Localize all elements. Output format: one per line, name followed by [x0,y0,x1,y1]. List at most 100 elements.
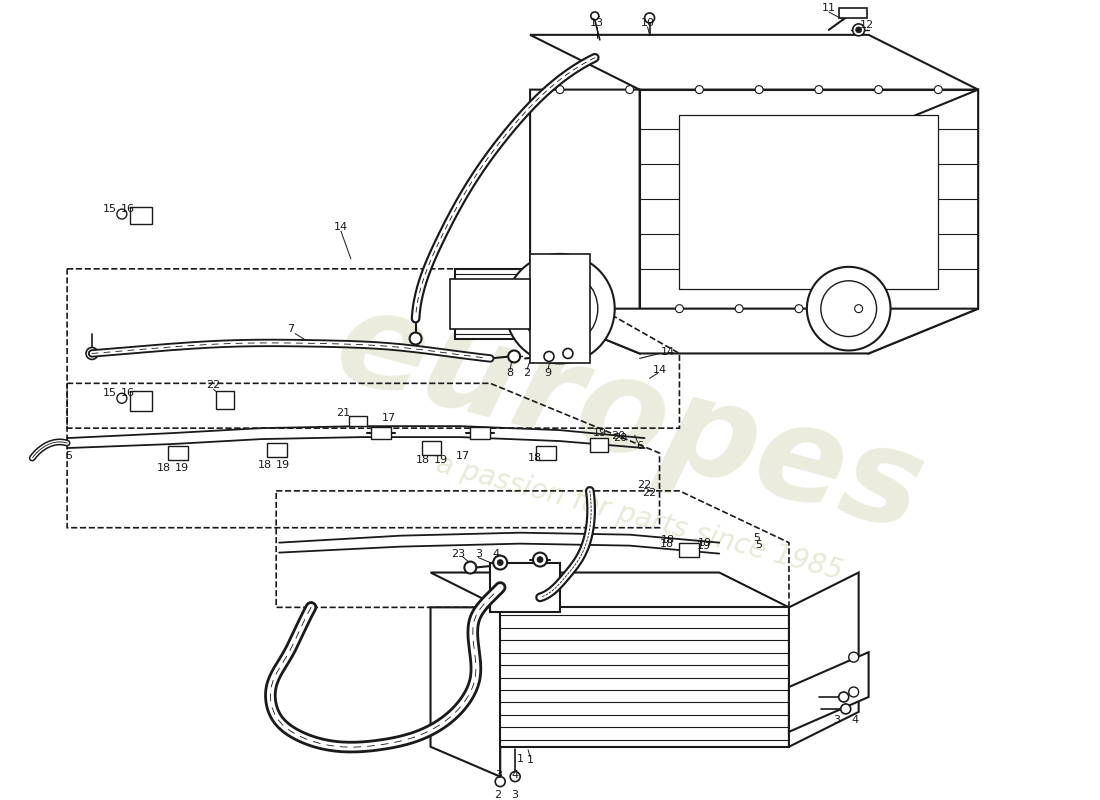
Text: 22: 22 [638,480,651,490]
Circle shape [556,86,564,94]
Text: 14: 14 [652,366,667,375]
Circle shape [409,333,421,345]
Text: 19: 19 [276,460,290,470]
Bar [536,446,556,460]
Circle shape [537,557,543,562]
Circle shape [534,553,547,566]
Circle shape [838,692,849,702]
Text: 3: 3 [834,715,840,725]
Polygon shape [130,391,152,411]
Circle shape [695,86,703,94]
Bar [371,427,390,439]
Text: 2: 2 [524,368,530,378]
Text: 19: 19 [697,541,712,550]
Circle shape [86,347,98,359]
Circle shape [849,652,859,662]
Circle shape [544,351,554,362]
Text: 5: 5 [66,451,73,461]
Circle shape [856,27,861,33]
Text: 14: 14 [660,347,674,358]
Text: 18: 18 [660,534,674,545]
Text: 9: 9 [544,368,551,378]
Circle shape [591,12,598,20]
Text: 21: 21 [336,408,350,418]
Text: 13: 13 [590,18,604,28]
Polygon shape [430,573,789,607]
Circle shape [508,350,520,362]
Bar [530,254,590,363]
Circle shape [755,86,763,94]
Text: 2: 2 [494,790,501,799]
Text: 20: 20 [613,433,627,443]
Bar [491,562,560,612]
Text: 5: 5 [756,540,762,550]
Text: 10: 10 [640,18,654,28]
Text: 12: 12 [859,20,873,30]
Text: 20: 20 [610,431,625,441]
Text: 18: 18 [416,455,430,465]
Text: 4: 4 [851,715,858,725]
Bar [471,427,491,439]
Text: 5: 5 [754,533,760,542]
Circle shape [934,86,943,94]
Text: 18: 18 [156,463,170,473]
Text: 6: 6 [636,441,644,451]
Circle shape [815,86,823,94]
Circle shape [510,772,520,782]
Text: 4: 4 [493,549,499,558]
Circle shape [874,86,882,94]
Text: 4: 4 [512,770,519,780]
Text: 7: 7 [287,323,295,334]
Bar [450,278,530,329]
Polygon shape [789,652,869,732]
Polygon shape [639,90,978,309]
Text: 14: 14 [333,222,348,232]
Text: 1: 1 [527,754,534,765]
Bar [421,441,441,455]
Polygon shape [869,90,978,354]
Circle shape [522,271,597,346]
Circle shape [840,704,850,714]
Bar [680,542,700,557]
Text: 3: 3 [512,790,519,799]
Text: 16: 16 [121,204,135,214]
Polygon shape [530,90,639,354]
Bar [838,8,867,18]
Bar [267,443,287,457]
Text: 15: 15 [103,388,117,398]
Circle shape [117,394,126,403]
Circle shape [849,687,859,697]
Circle shape [493,555,507,570]
Circle shape [852,24,865,36]
Polygon shape [530,309,978,354]
Circle shape [675,305,683,313]
Text: 23: 23 [451,549,465,558]
Text: 16: 16 [121,388,135,398]
Circle shape [855,305,862,313]
Text: 11: 11 [822,3,836,13]
Circle shape [626,86,634,94]
Text: 18: 18 [528,453,542,463]
Text: 19: 19 [593,428,607,438]
Polygon shape [680,114,938,289]
Circle shape [795,305,803,313]
Text: 19: 19 [698,538,713,548]
Text: 18: 18 [258,460,273,470]
Text: 3: 3 [475,549,482,558]
Bar [217,391,234,410]
Text: 8: 8 [507,368,514,378]
Circle shape [821,281,877,337]
Polygon shape [430,607,500,777]
Polygon shape [455,269,530,338]
Polygon shape [530,35,978,90]
Text: 17: 17 [456,451,471,461]
Bar [590,438,607,452]
Text: 17: 17 [382,413,396,423]
Polygon shape [789,573,859,746]
Text: 1: 1 [517,754,524,764]
Bar [167,446,188,460]
Circle shape [807,267,891,350]
Text: 3: 3 [495,770,502,780]
Circle shape [735,305,744,313]
Polygon shape [130,207,152,224]
